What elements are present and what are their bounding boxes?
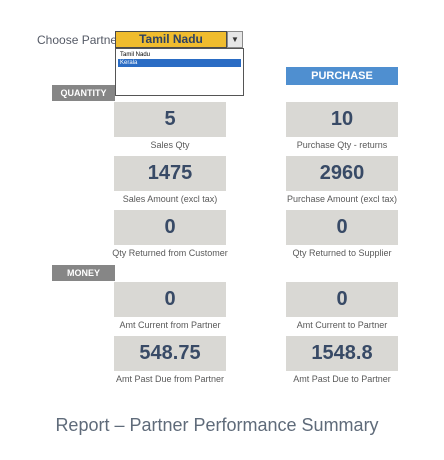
purchase-amount-value: 2960 [286, 156, 398, 191]
amt-past-due-to-partner-value: 1548.8 [286, 336, 398, 371]
sales-qty-value: 5 [114, 102, 226, 137]
amt-past-due-from-partner-value: 548.75 [114, 336, 226, 371]
partner-selected-value[interactable]: Tamil Nadu [115, 31, 227, 48]
sales-qty-label: Sales Qty [150, 140, 190, 150]
choose-partner-label: Choose Partner [37, 33, 122, 47]
sales-amount-label: Sales Amount (excl tax) [122, 194, 218, 204]
amt-past-due-from-partner-label: Amt Past Due from Partner [115, 374, 225, 384]
amt-past-due-to-partner-label: Amt Past Due to Partner [293, 374, 391, 384]
chevron-down-icon[interactable]: ▼ [227, 31, 243, 48]
partner-dropdown-list: Tamil Nadu Kerala [115, 48, 244, 96]
qty-returned-from-customer-value: 0 [114, 210, 226, 245]
purchase-amount-label: Purchase Amount (excl tax) [286, 194, 398, 204]
qty-returned-to-supplier-label: Qty Returned to Supplier [292, 248, 392, 258]
sales-amount-value: 1475 [114, 156, 226, 191]
report-title: Report – Partner Performance Summary [55, 415, 379, 435]
dropdown-option-tamil-nadu[interactable]: Tamil Nadu [120, 52, 151, 58]
amt-current-from-partner-value: 0 [114, 282, 226, 317]
amt-current-to-partner-label: Amt Current to Partner [296, 320, 388, 330]
qty-returned-from-customer-label: Qty Returned from Customer [112, 248, 228, 258]
partner-dropdown[interactable]: Tamil Nadu ▼ [115, 31, 243, 48]
qty-returned-to-supplier-value: 0 [286, 210, 398, 245]
quantity-section-header: QUANTITY [52, 85, 115, 101]
dropdown-option-kerala[interactable]: Kerala [118, 59, 241, 67]
purchase-qty-label: Purchase Qty - returns [296, 140, 388, 150]
amt-current-from-partner-label: Amt Current from Partner [119, 320, 221, 330]
purchase-section-header: PURCHASE [286, 67, 398, 85]
purchase-qty-value: 10 [286, 102, 398, 137]
amt-current-to-partner-value: 0 [286, 282, 398, 317]
money-section-header: MONEY [52, 265, 115, 281]
